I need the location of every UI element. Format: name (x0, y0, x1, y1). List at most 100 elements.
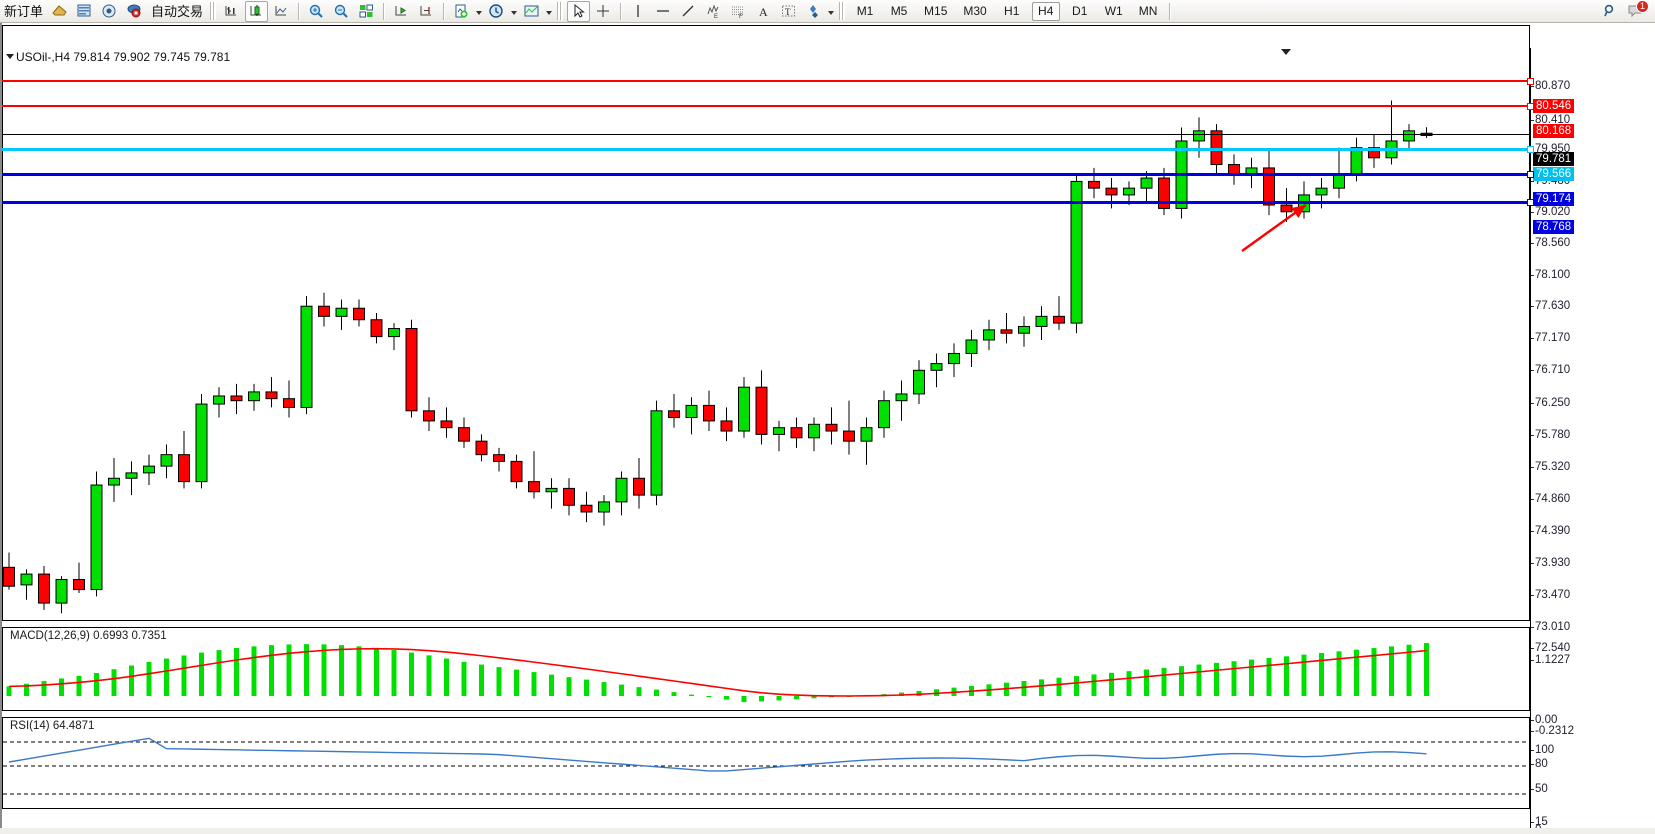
crosshair-icon[interactable] (592, 1, 615, 22)
chart-area[interactable]: MACD(12,26,9) 0.6993 0.7351 RSI(14) 64.4… (0, 23, 1655, 834)
price-tick: 73.470 (1530, 589, 1571, 601)
templates-dropdown-icon[interactable] (544, 1, 554, 22)
candlestick-chart-icon[interactable] (245, 0, 269, 22)
macd-histogram-bar (584, 679, 589, 696)
candlestick (825, 407, 838, 445)
support-tag-79174[interactable]: 79.174 (1533, 192, 1575, 206)
navigator-icon[interactable] (98, 1, 121, 22)
price-scale[interactable]: 80.870 80.410 79.950 79.480 79.020 78.560 78.1… (1530, 48, 1655, 834)
text-label-icon[interactable]: T (777, 1, 800, 22)
level-anchor-handle[interactable] (1527, 171, 1534, 178)
macd-histogram-bar (1354, 649, 1359, 696)
auto-trading-button[interactable]: 自动交易 (151, 3, 204, 19)
data-window-icon[interactable] (73, 1, 96, 22)
macd-histogram-bar (479, 664, 484, 696)
last-price-tag[interactable]: 79.781 (1533, 152, 1575, 166)
vertical-line-icon[interactable] (627, 1, 650, 22)
tab-timeframe-w1[interactable]: W1 (1104, 4, 1123, 18)
support-tag-78768[interactable]: 78.768 (1533, 220, 1575, 234)
add-indicator-icon[interactable] (450, 1, 473, 22)
macd-histogram-bar (1144, 669, 1149, 696)
toolbar-grip[interactable] (210, 2, 217, 20)
tab-timeframe-h4[interactable]: H4 (1031, 1, 1060, 21)
price-pane[interactable] (2, 25, 1530, 621)
market-watch-icon[interactable] (48, 1, 71, 22)
chart-autoscroll-icon[interactable] (415, 1, 438, 22)
candlestick (1035, 306, 1048, 340)
candlestick (283, 380, 295, 418)
candlestick (948, 343, 960, 378)
level-anchor-handle[interactable] (1527, 78, 1534, 85)
tile-windows-icon[interactable] (355, 1, 378, 22)
search-icon[interactable] (1599, 1, 1622, 22)
price-tick: 80.870 (1530, 80, 1571, 92)
resistance-tag-80546[interactable]: 80.546 (1533, 99, 1575, 113)
level-anchor-handle[interactable] (1527, 199, 1534, 206)
tab-timeframe-m1[interactable]: M1 (856, 4, 874, 18)
tab-timeframe-h1[interactable]: H1 (1004, 4, 1020, 18)
price-tick: 72.540 (1530, 642, 1571, 654)
alerts-icon[interactable]: 1 (1623, 0, 1649, 22)
level-tag-79566[interactable]: 79.566 (1533, 167, 1575, 181)
macd-histogram-bar (601, 682, 607, 696)
macd-histogram-bar (496, 667, 502, 696)
macd-pane[interactable]: MACD(12,26,9) 0.6993 0.7351 (2, 627, 1530, 711)
main-toolbar: 新订单 自动交易 (0, 0, 1655, 23)
zoom-out-icon[interactable] (330, 1, 353, 22)
shapes-dropdown-icon[interactable] (826, 1, 836, 22)
templates-icon[interactable] (520, 1, 543, 22)
shapes-icon[interactable] (802, 1, 825, 22)
shift-end-icon[interactable] (390, 1, 413, 22)
trendline-icon[interactable] (677, 1, 700, 22)
candlestick (790, 417, 803, 448)
add-indicator-dropdown-icon[interactable] (474, 1, 484, 22)
macd-histogram-bar (234, 648, 239, 696)
macd-tick: 1.1227 (1530, 654, 1571, 666)
toolbar-grip-3[interactable] (839, 2, 846, 20)
rsi-pane[interactable]: RSI(14) 64.4871 (2, 717, 1530, 809)
cursor-icon[interactable] (567, 0, 591, 22)
macd-histogram-bar (426, 655, 432, 696)
level-anchor-handle[interactable] (1527, 103, 1534, 110)
macd-histogram-bar (269, 645, 274, 696)
tab-timeframe-m15[interactable]: M15 (924, 4, 948, 18)
elliott-wave-icon[interactable]: E (702, 1, 725, 22)
chart-menu-caret-icon[interactable] (6, 54, 14, 59)
price-tick: 73.010 (1530, 621, 1571, 633)
new-order-button[interactable]: 新订单 (4, 3, 44, 19)
line-chart-icon[interactable] (270, 1, 293, 22)
price-tick: 76.250 (1530, 397, 1571, 409)
candlestick (1368, 134, 1380, 168)
macd-histogram-bar (514, 669, 519, 696)
macd-histogram-bar (1371, 648, 1377, 696)
auto-trading-icon[interactable] (123, 1, 146, 22)
macd-histogram-bar (111, 669, 117, 696)
tab-timeframe-m5[interactable]: M5 (890, 4, 908, 18)
text-icon[interactable]: A (752, 1, 775, 22)
toolbar-grip-2[interactable] (557, 2, 564, 20)
candlestick (475, 434, 488, 462)
candlestick (878, 390, 890, 438)
macd-histogram-bar (24, 683, 29, 696)
tab-timeframe-mn[interactable]: MN (1138, 4, 1158, 18)
fibonacci-icon[interactable]: F (727, 1, 750, 22)
macd-histogram-bar (409, 652, 414, 696)
level-anchor-handle[interactable] (1527, 146, 1534, 153)
bar-chart-icon[interactable] (220, 1, 243, 22)
horizontal-line-icon[interactable] (652, 1, 675, 22)
level-line (2, 133, 1530, 135)
tab-timeframe-d1[interactable]: D1 (1072, 4, 1088, 18)
resistance-tag-80168[interactable]: 80.168 (1533, 124, 1575, 138)
zoom-in-icon[interactable] (305, 1, 328, 22)
alert-count-badge: 1 (1636, 0, 1649, 13)
candlestick (493, 447, 505, 472)
macd-tick: 0.00 (1530, 714, 1558, 726)
level-line (2, 147, 1530, 151)
tab-timeframe-m30[interactable]: M30 (963, 4, 987, 18)
macd-histogram-bar (916, 690, 922, 696)
price-tick: 73.930 (1530, 557, 1571, 569)
macd-histogram-bar (304, 644, 309, 696)
period-dropdown-icon[interactable] (509, 1, 519, 22)
period-icon[interactable] (485, 1, 508, 22)
macd-label: MACD(12,26,9) 0.6993 0.7351 (8, 630, 169, 642)
